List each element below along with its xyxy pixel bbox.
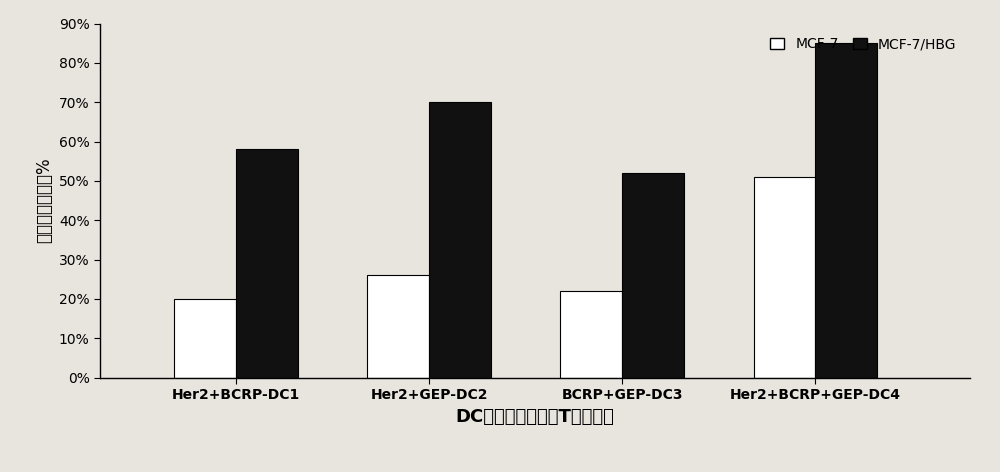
X-axis label: DC激活的细胞毒性T淋巴细胞: DC激活的细胞毒性T淋巴细胞 bbox=[456, 408, 614, 426]
Bar bbox=[236, 150, 298, 378]
Legend: MCF-7, MCF-7/HBG: MCF-7, MCF-7/HBG bbox=[763, 31, 963, 59]
Bar bbox=[560, 291, 622, 378]
Y-axis label: 细胞毒性活性，%: 细胞毒性活性，% bbox=[35, 158, 53, 244]
Bar bbox=[815, 43, 877, 378]
Bar bbox=[174, 299, 236, 378]
Bar bbox=[367, 275, 429, 378]
Bar bbox=[622, 173, 684, 378]
Bar bbox=[429, 102, 491, 378]
Bar bbox=[754, 177, 815, 378]
